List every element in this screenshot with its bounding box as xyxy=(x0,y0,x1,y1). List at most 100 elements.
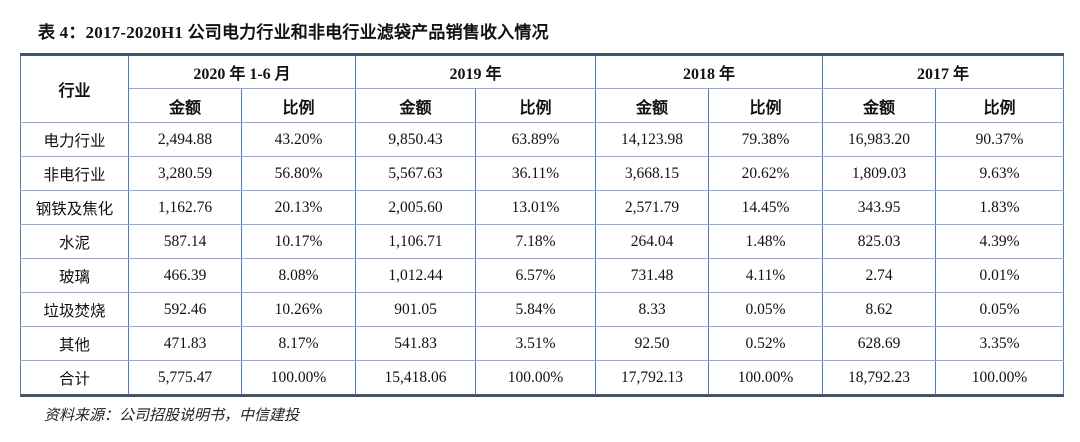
value-cell: 18,792.23 xyxy=(822,360,937,396)
table-row: 钢铁及焦化 1,162.76 20.13% 2,005.60 13.01% 2,… xyxy=(20,190,1065,225)
value-cell: 17,792.13 xyxy=(595,360,710,396)
value-cell: 15,418.06 xyxy=(355,360,476,396)
header-period-2020h1: 2020 年 1-6 月 xyxy=(128,54,356,89)
value-cell: 63.89% xyxy=(474,122,597,157)
industry-cell: 非电行业 xyxy=(20,156,129,191)
value-cell: 8.33 xyxy=(595,292,710,327)
sales-revenue-table: 行业 2020 年 1-6 月 2019 年 2018 年 2017 年 金额 … xyxy=(20,53,1065,397)
value-cell: 16,983.20 xyxy=(822,122,937,157)
value-cell: 4.39% xyxy=(935,224,1065,259)
header-ratio: 比例 xyxy=(935,88,1065,123)
table-row-total: 合计 5,775.47 100.00% 15,418.06 100.00% 17… xyxy=(20,360,1065,396)
industry-cell: 电力行业 xyxy=(20,122,129,157)
header-row-periods: 行业 2020 年 1-6 月 2019 年 2018 年 2017 年 xyxy=(20,54,1065,123)
value-cell: 8.17% xyxy=(241,326,356,361)
header-period-2018: 2018 年 xyxy=(595,54,824,89)
value-cell: 100.00% xyxy=(935,360,1065,396)
value-cell: 731.48 xyxy=(595,258,710,293)
value-cell: 1.48% xyxy=(708,224,824,259)
data-source-note: 资料来源：公司招股说明书，中信建投 xyxy=(44,408,300,424)
value-cell: 1,809.03 xyxy=(822,156,937,191)
value-cell: 0.05% xyxy=(935,292,1065,327)
value-cell: 43.20% xyxy=(241,122,356,157)
value-cell: 587.14 xyxy=(128,224,242,259)
value-cell: 8.62 xyxy=(822,292,937,327)
header-amount: 金额 xyxy=(822,88,937,123)
header-ratio: 比例 xyxy=(474,88,597,123)
value-cell: 901.05 xyxy=(355,292,476,327)
value-cell: 2.74 xyxy=(822,258,937,293)
header-amount: 金额 xyxy=(355,88,476,123)
value-cell: 56.80% xyxy=(241,156,356,191)
value-cell: 90.37% xyxy=(935,122,1065,157)
value-cell: 100.00% xyxy=(708,360,824,396)
table-row: 其他 471.83 8.17% 541.83 3.51% 92.50 0.52%… xyxy=(20,326,1065,361)
table-row: 垃圾焚烧 592.46 10.26% 901.05 5.84% 8.33 0.0… xyxy=(20,292,1065,327)
value-cell: 13.01% xyxy=(474,190,597,225)
value-cell: 2,571.79 xyxy=(595,190,710,225)
value-cell: 4.11% xyxy=(708,258,824,293)
value-cell: 14.45% xyxy=(708,190,824,225)
sales-revenue-table-container: 行业 2020 年 1-6 月 2019 年 2018 年 2017 年 金额 … xyxy=(20,53,1065,397)
industry-cell: 合计 xyxy=(20,360,129,396)
table-row: 非电行业 3,280.59 56.80% 5,567.63 36.11% 3,6… xyxy=(20,156,1065,191)
value-cell: 3.51% xyxy=(474,326,597,361)
value-cell: 5,775.47 xyxy=(128,360,242,396)
value-cell: 100.00% xyxy=(474,360,597,396)
value-cell: 0.52% xyxy=(708,326,824,361)
table-row: 玻璃 466.39 8.08% 1,012.44 6.57% 731.48 4.… xyxy=(20,258,1065,293)
industry-cell: 其他 xyxy=(20,326,129,361)
value-cell: 14,123.98 xyxy=(595,122,710,157)
header-row-measures: 金额 比例 金额 比例 金额 比例 金额 比例 xyxy=(21,88,1065,123)
value-cell: 1.83% xyxy=(935,190,1065,225)
value-cell: 541.83 xyxy=(355,326,476,361)
value-cell: 628.69 xyxy=(822,326,937,361)
value-cell: 5,567.63 xyxy=(355,156,476,191)
value-cell: 343.95 xyxy=(822,190,937,225)
value-cell: 3,668.15 xyxy=(595,156,710,191)
value-cell: 20.62% xyxy=(708,156,824,191)
table-row: 电力行业 2,494.88 43.20% 9,850.43 63.89% 14,… xyxy=(20,122,1065,157)
value-cell: 466.39 xyxy=(128,258,242,293)
value-cell: 3.35% xyxy=(935,326,1065,361)
value-cell: 0.05% xyxy=(708,292,824,327)
value-cell: 79.38% xyxy=(708,122,824,157)
value-cell: 1,162.76 xyxy=(128,190,242,225)
value-cell: 3,280.59 xyxy=(128,156,242,191)
value-cell: 471.83 xyxy=(128,326,242,361)
industry-cell: 垃圾焚烧 xyxy=(20,292,129,327)
header-amount: 金额 xyxy=(595,88,710,123)
value-cell: 0.01% xyxy=(935,258,1065,293)
value-cell: 2,005.60 xyxy=(355,190,476,225)
value-cell: 2,494.88 xyxy=(128,122,242,157)
value-cell: 36.11% xyxy=(474,156,597,191)
header-ratio: 比例 xyxy=(241,88,356,123)
value-cell: 1,012.44 xyxy=(355,258,476,293)
value-cell: 10.17% xyxy=(241,224,356,259)
industry-cell: 玻璃 xyxy=(20,258,129,293)
value-cell: 6.57% xyxy=(474,258,597,293)
value-cell: 20.13% xyxy=(241,190,356,225)
header-industry: 行业 xyxy=(20,54,129,123)
value-cell: 10.26% xyxy=(241,292,356,327)
header-period-2017: 2017 年 xyxy=(822,54,1065,89)
value-cell: 9.63% xyxy=(935,156,1065,191)
value-cell: 1,106.71 xyxy=(355,224,476,259)
value-cell: 9,850.43 xyxy=(355,122,476,157)
header-ratio: 比例 xyxy=(708,88,824,123)
header-amount: 金额 xyxy=(128,88,242,123)
industry-cell: 钢铁及焦化 xyxy=(20,190,129,225)
value-cell: 5.84% xyxy=(474,292,597,327)
value-cell: 825.03 xyxy=(822,224,937,259)
header-period-2019: 2019 年 xyxy=(354,54,597,89)
value-cell: 92.50 xyxy=(595,326,710,361)
value-cell: 264.04 xyxy=(595,224,710,259)
table-row: 水泥 587.14 10.17% 1,106.71 7.18% 264.04 1… xyxy=(20,224,1065,259)
value-cell: 8.08% xyxy=(241,258,356,293)
table-title: 表 4：2017-2020H1 公司电力行业和非电行业滤袋产品销售收入情况 xyxy=(38,23,549,42)
industry-cell: 水泥 xyxy=(20,224,129,259)
value-cell: 7.18% xyxy=(474,224,597,259)
value-cell: 592.46 xyxy=(128,292,242,327)
value-cell: 100.00% xyxy=(241,360,356,396)
